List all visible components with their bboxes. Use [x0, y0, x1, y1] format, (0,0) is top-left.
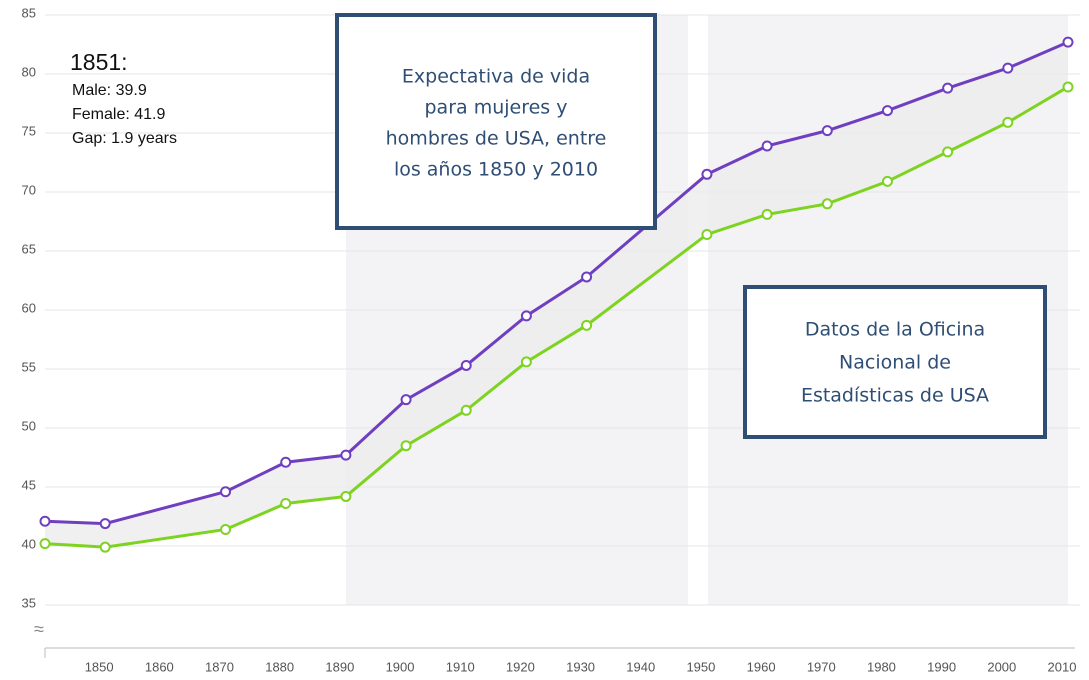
x-tick-label: 1970 [807, 659, 836, 674]
x-tick-label: 1880 [265, 659, 294, 674]
point [761, 140, 773, 152]
x-tick-label: 2010 [1048, 659, 1077, 674]
x-tick-label: 1900 [386, 659, 415, 674]
point [1002, 62, 1014, 74]
tooltip-line: Female: 41.9 [72, 106, 165, 123]
series-line [44, 40, 1069, 526]
x-tick-label: 1860 [145, 659, 174, 674]
annotation-text: hombres de USA, entre [386, 128, 607, 150]
point [821, 125, 833, 137]
point [701, 228, 713, 240]
point [39, 515, 51, 527]
point [942, 146, 954, 158]
point [881, 105, 893, 117]
tooltip-line: Gap: 1.9 years [72, 130, 177, 147]
point [821, 198, 833, 210]
point [340, 490, 352, 502]
annotation-text: Datos de la Oficina [805, 319, 985, 341]
point [520, 310, 532, 322]
x-tick-label: 1980 [867, 659, 896, 674]
x-tick-label: 1990 [927, 659, 956, 674]
point [460, 404, 472, 416]
y-tick-label: 40 [22, 536, 36, 551]
point [581, 319, 593, 331]
x-tick-label: 1960 [747, 659, 776, 674]
y-tick-label: 50 [22, 418, 36, 433]
y-tick-label: 75 [22, 123, 36, 138]
x-tick-label: 1940 [626, 659, 655, 674]
point [581, 271, 593, 283]
annotation-text: los años 1850 y 2010 [394, 159, 598, 181]
point [1062, 36, 1074, 48]
y-tick-label: 80 [22, 64, 36, 79]
point [520, 356, 532, 368]
point [280, 456, 292, 468]
y-tick-label: 85 [22, 5, 36, 20]
point [99, 518, 111, 530]
y-tick-label: 35 [22, 595, 36, 610]
annotation-text: Expectativa de vida [402, 66, 590, 88]
point [280, 498, 292, 510]
point [220, 523, 232, 535]
y-tick-label: 65 [22, 241, 36, 256]
annotation-text: Nacional de [839, 352, 951, 374]
tooltip-line: Male: 39.9 [72, 82, 147, 99]
axis-break: ≈ [34, 619, 44, 639]
x-tick-label: 1870 [205, 659, 234, 674]
point [761, 208, 773, 220]
x-tick-label: 1950 [686, 659, 715, 674]
y-tick-label: 60 [22, 300, 36, 315]
point [39, 538, 51, 550]
point [701, 168, 713, 180]
point [460, 359, 472, 371]
point [99, 541, 111, 553]
annotation-text: para mujeres y [425, 97, 568, 119]
annotation-box [335, 13, 657, 230]
y-tick-label: 70 [22, 182, 36, 197]
x-tick-label: 1930 [566, 659, 595, 674]
y-tick-label: 45 [22, 477, 36, 492]
annotation-text: Estadísticas de USA [801, 385, 989, 407]
point [1062, 81, 1074, 93]
gap-area [45, 42, 1068, 548]
point [220, 486, 232, 498]
point [340, 449, 352, 461]
series-line [44, 85, 1069, 549]
x-tick-label: 1890 [325, 659, 354, 674]
point [942, 82, 954, 94]
point [400, 440, 412, 452]
x-tick-label: 1850 [85, 659, 114, 674]
x-tick-label: 1910 [446, 659, 475, 674]
annotation-box [743, 285, 1047, 439]
y-tick-label: 55 [22, 359, 36, 374]
point [881, 175, 893, 187]
point [1002, 116, 1014, 128]
x-tick-label: 1920 [506, 659, 535, 674]
x-tick-label: 2000 [987, 659, 1016, 674]
tooltip-title: 1851: [70, 49, 128, 75]
point [400, 394, 412, 406]
